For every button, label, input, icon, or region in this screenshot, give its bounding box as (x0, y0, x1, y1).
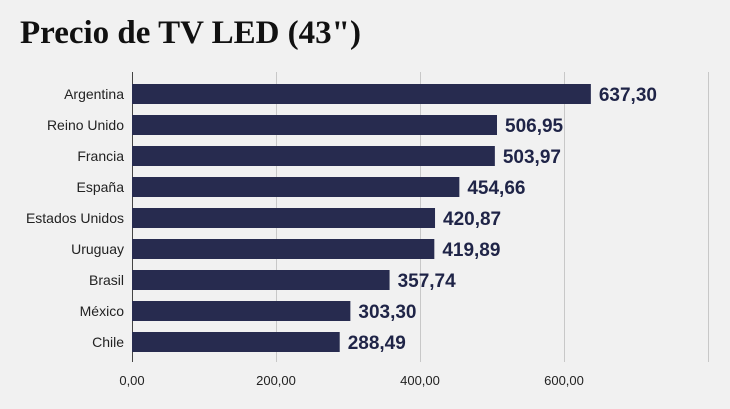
bar-mexico (132, 301, 351, 321)
value-label-reino-unido: 506,95 (505, 116, 564, 137)
value-label-uruguay: 419,89 (442, 240, 500, 261)
bar-chile (132, 332, 340, 352)
value-label-argentina: 637,30 (599, 85, 657, 106)
value-label-brasil: 357,74 (398, 271, 457, 292)
bar-estados-unidos (132, 208, 436, 228)
bars (132, 84, 591, 352)
bar-espana (132, 177, 460, 197)
value-label-francia: 503,97 (503, 147, 561, 168)
bar-uruguay (132, 239, 435, 259)
category-label-brasil: Brasil (89, 272, 124, 288)
value-label-espana: 454,66 (467, 178, 525, 199)
x-tick-label: 0,00 (119, 373, 144, 388)
bar-francia (132, 146, 495, 166)
category-label-argentina: Argentina (64, 86, 124, 102)
category-label-mexico: México (80, 303, 125, 319)
x-tick-label: 600,00 (544, 373, 584, 388)
category-labels: Argentina Reino Unido Francia España Estados… (26, 86, 124, 350)
x-tick-label: 400,00 (400, 373, 440, 388)
category-label-chile: Chile (92, 334, 124, 350)
x-axis-ticks: 0,00 200,00 400,00 600,00 (119, 373, 584, 388)
x-tick-label: 200,00 (256, 373, 296, 388)
value-label-chile: 288,49 (348, 333, 406, 354)
value-label-mexico: 303,30 (358, 302, 416, 323)
value-labels: 637,30 506,95 503,97 454,66 420,87 419,89 357,… (348, 85, 657, 354)
category-label-reino-unido: Reino Unido (47, 117, 124, 133)
category-label-francia: Francia (77, 148, 124, 164)
value-label-estados-unidos: 420,87 (443, 209, 501, 230)
bar-brasil (132, 270, 390, 290)
bar-argentina (132, 84, 591, 104)
bar-reino-unido (132, 115, 498, 135)
chart-title: Precio de TV LED (43") (20, 15, 361, 51)
category-label-estados-unidos: Estados Unidos (26, 210, 124, 226)
category-label-uruguay: Uruguay (71, 241, 124, 257)
category-label-espana: España (77, 179, 125, 195)
